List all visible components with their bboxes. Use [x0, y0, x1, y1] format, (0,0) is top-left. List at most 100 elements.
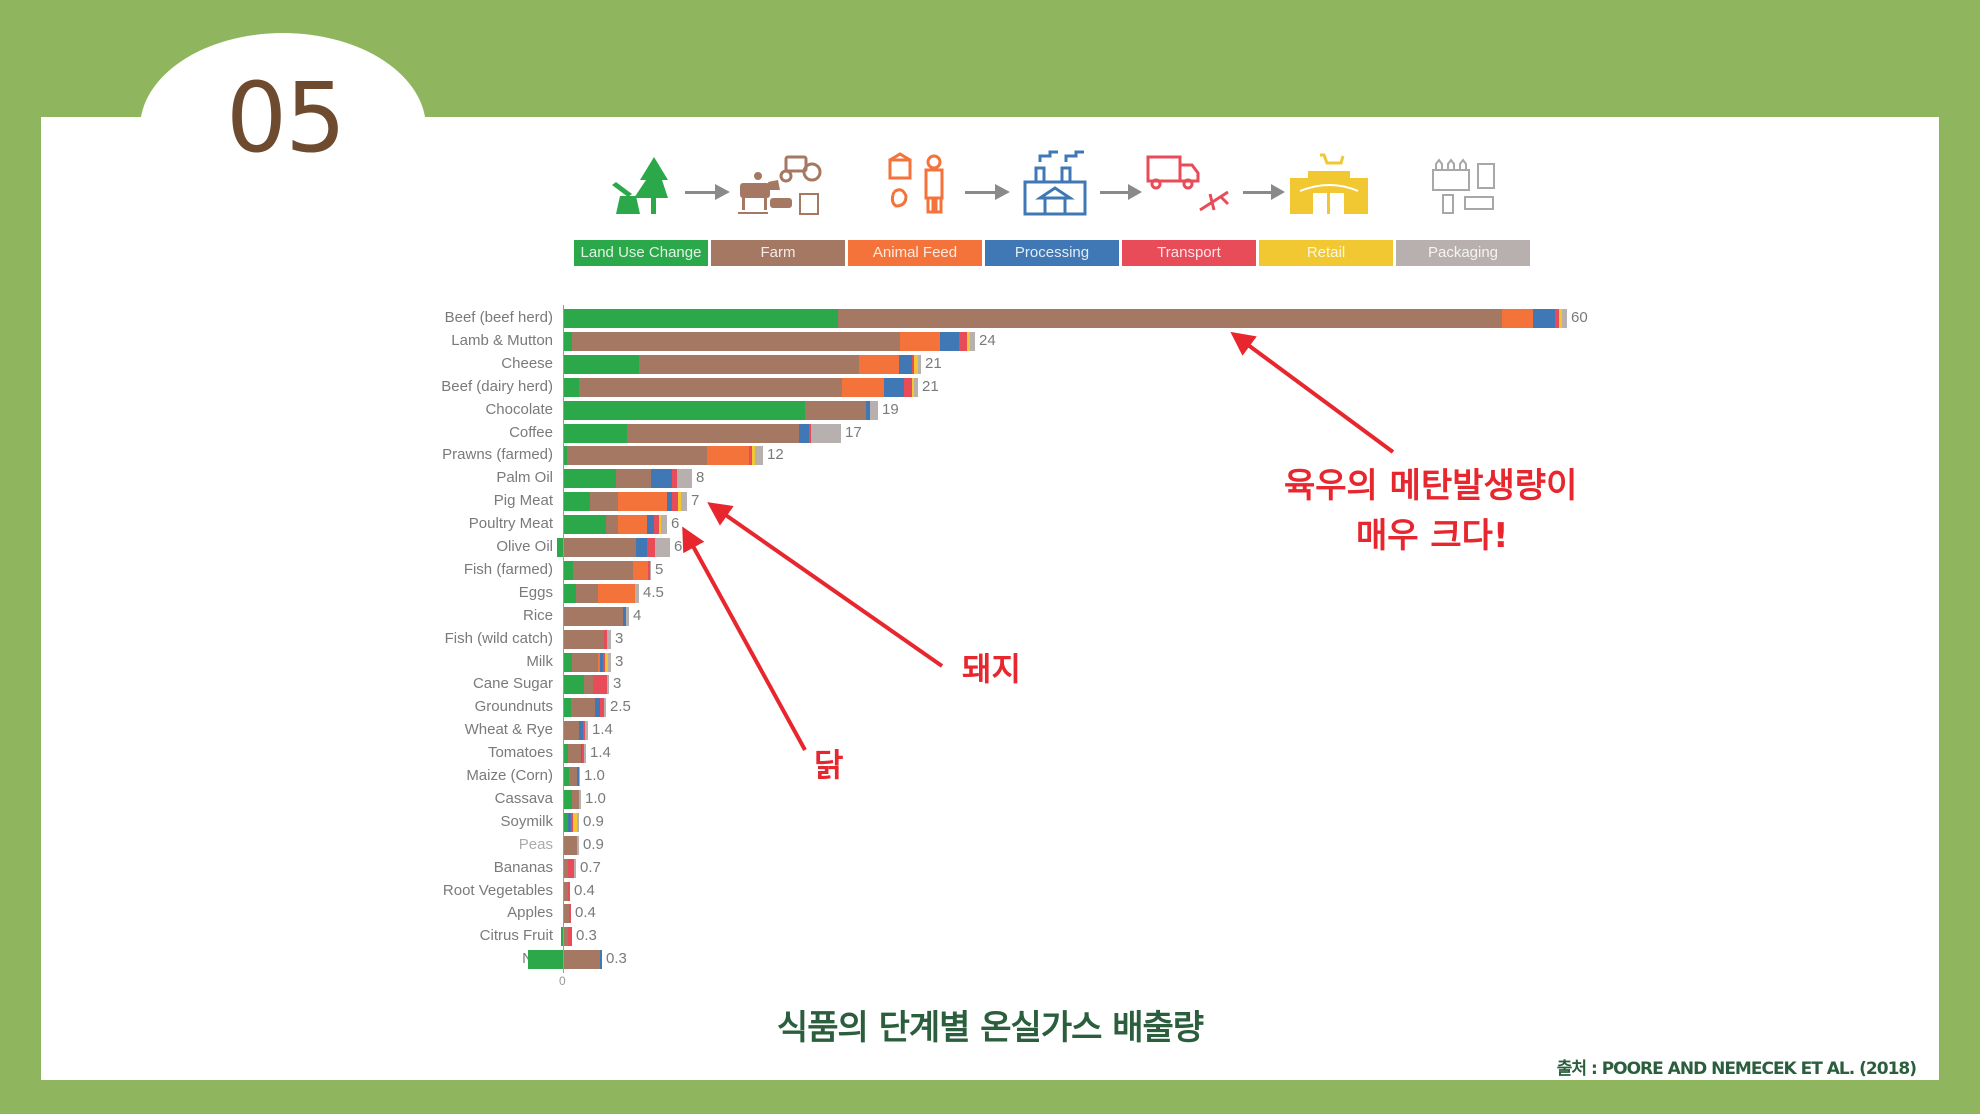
- x-axis-zero-line: [563, 305, 564, 973]
- bar-segment-farm: [563, 606, 623, 626]
- bar-segment-land-use-change: [563, 446, 567, 466]
- bar-row: [563, 744, 586, 764]
- bar-value-label: 0.9: [583, 812, 604, 830]
- bar-row: [563, 652, 611, 672]
- bar-segment-packaging: [655, 538, 670, 557]
- bar-value-label: 0.3: [576, 927, 597, 945]
- bar-row: [563, 560, 651, 580]
- beef-arrow-icon: [1230, 331, 1395, 454]
- category-label: Wheat & Rye: [464, 721, 553, 739]
- bar-segment-transport: [672, 469, 677, 489]
- bar-segment-farm: [627, 423, 799, 443]
- chicken-arrow-icon: [682, 526, 807, 751]
- bar-segment-land-use-change: [563, 492, 590, 512]
- tree-stump-icon: [612, 157, 668, 214]
- bar-segment-land-use-change: [563, 789, 572, 809]
- source-citation: 출처 : POORE AND NEMECEK ET AL. (2018): [1556, 1059, 1917, 1079]
- bar-segment-processing: [884, 377, 904, 397]
- bar-value-label: 0.4: [575, 904, 596, 922]
- category-label: Chocolate: [485, 400, 553, 418]
- pig-arrow-icon: [707, 502, 944, 668]
- legend-transport: Transport: [1122, 240, 1256, 266]
- bar-segment-farm: [590, 492, 618, 512]
- bar-row: [563, 629, 611, 649]
- bar-segment-farm: [563, 881, 568, 901]
- legend: Land Use Change Farm Animal Feed Process…: [574, 240, 1530, 266]
- arrow-icon: [685, 184, 1285, 200]
- bar-value-label: 4.5: [643, 583, 664, 601]
- factory-icon: [1023, 150, 1087, 216]
- bar-segment-farm: [569, 767, 577, 786]
- bar-segment-transport: [568, 927, 572, 947]
- bottles-carton-icon: [1432, 158, 1495, 214]
- bar-segment-farm: [568, 744, 581, 764]
- bar-segment-transport: [582, 744, 584, 764]
- bar-segment-transport: [569, 904, 571, 924]
- bar-value-label: 24: [979, 331, 996, 349]
- bar-segment-land-use-change: [563, 515, 606, 535]
- category-label: Beef (beef herd): [444, 309, 553, 326]
- slide-panel: [41, 117, 1939, 1080]
- bar-segment-land-use-change: [528, 950, 563, 970]
- bar-segment-transport: [604, 629, 607, 649]
- bar-segment-farm: [584, 675, 593, 695]
- bar-segment-retail: [573, 812, 577, 832]
- bar-segment-land-use-change: [563, 423, 627, 443]
- bar-segment-land-use-change: [563, 309, 838, 328]
- bar-segment-land-use-change: [563, 744, 568, 764]
- bar-row: [563, 835, 579, 855]
- bar-segment-packaging: [811, 423, 841, 443]
- bar-segment-animal-feed: [598, 652, 600, 672]
- bar-row: [563, 583, 639, 603]
- bar-row: [563, 377, 918, 397]
- bar-segment-land-use-change: [561, 927, 563, 947]
- bar-value-label: 1.0: [585, 789, 606, 807]
- bar-row: [528, 950, 602, 970]
- bar-segment-packaging: [577, 812, 579, 832]
- bar-segment-packaging: [585, 721, 588, 741]
- bar-value-label: 2.5: [610, 698, 631, 716]
- bar-segment-processing: [600, 950, 602, 970]
- x-axis-tick-zero: 0: [559, 974, 566, 988]
- bar-value-label: 12: [767, 446, 784, 464]
- bar-segment-packaging: [970, 331, 975, 351]
- bar-segment-processing: [581, 744, 582, 764]
- bar-segment-transport: [959, 331, 967, 351]
- bar-row: [563, 331, 975, 351]
- chicken-annotation: 닭: [814, 746, 844, 784]
- category-label: Eggs: [518, 583, 553, 601]
- bar-row: [563, 675, 609, 695]
- bar-segment-packaging: [607, 629, 611, 649]
- bar-segment-retail: [1559, 309, 1562, 328]
- bar-row: [563, 423, 841, 443]
- bar-segment-packaging: [677, 469, 692, 489]
- category-label: Groundnuts: [474, 698, 553, 716]
- bar-segment-processing: [577, 767, 579, 786]
- bar-segment-processing: [579, 721, 583, 741]
- slide-number-tab: [140, 33, 426, 273]
- bar-value-label: 6: [674, 538, 683, 555]
- bar-row: [563, 515, 667, 535]
- bar-segment-packaging: [661, 515, 667, 535]
- category-label: Beef (dairy herd): [441, 377, 553, 395]
- farmer-barn-chicken-icon: [888, 152, 944, 214]
- legend-land-use-change: Land Use Change: [574, 240, 708, 266]
- category-label: Pig Meat: [493, 492, 553, 510]
- bar-segment-farm: [572, 789, 579, 809]
- category-label: Citrus Fruit: [479, 927, 553, 945]
- bar-segment-processing: [568, 812, 571, 832]
- bar-value-label: 0.9: [583, 835, 604, 853]
- bar-segment-land-use-change: [563, 469, 616, 489]
- bar-value-label: 1.4: [590, 744, 611, 762]
- bar-row: [561, 927, 572, 947]
- bar-segment-processing: [600, 652, 603, 672]
- bar-segment-farm: [616, 469, 651, 489]
- legend-processing: Processing: [985, 240, 1119, 266]
- category-label: Maize (Corn): [466, 767, 553, 784]
- store-cart-icon: [1290, 153, 1368, 214]
- category-label: Apples: [507, 904, 553, 922]
- bar-segment-packaging: [755, 446, 763, 466]
- legend-packaging: Packaging: [1396, 240, 1530, 266]
- bar-segment-land-use-change: [563, 583, 576, 603]
- bar-segment-processing: [595, 698, 600, 718]
